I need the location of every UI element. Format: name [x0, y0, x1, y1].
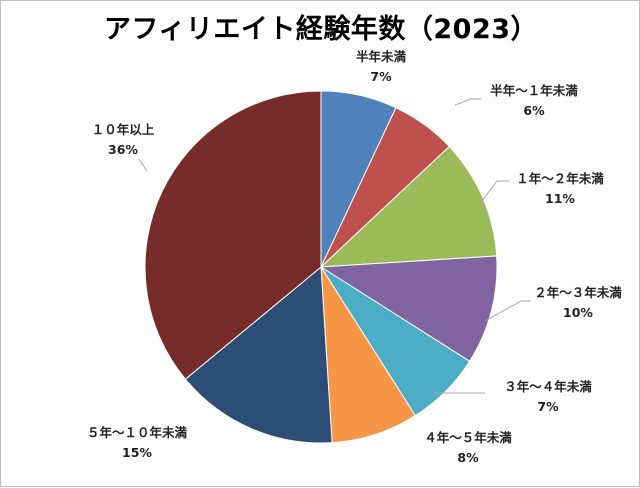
pie-slice-5: [320, 266, 417, 444]
slice-label-4-name: ３年～４年未満: [504, 379, 592, 394]
slice-label-4: ３年～４年未満 7%: [485, 377, 611, 417]
slice-label-4-value: 7%: [537, 399, 559, 414]
pie-slice-7: [144, 90, 322, 380]
slice-label-0-value: 7%: [370, 69, 392, 84]
slice-label-3: ２年～３年未満 10%: [517, 283, 639, 323]
leader-line-2: [484, 300, 531, 322]
pie-slice-6: [184, 265, 333, 444]
slice-label-2: １年～２年未満 11%: [497, 169, 623, 209]
slice-label-1-value: 6%: [523, 103, 545, 118]
leader-line-4: [138, 158, 148, 172]
slice-label-6-name: ５年～１０年未満: [86, 425, 187, 440]
slice-label-7-name: １０年以上: [91, 122, 155, 137]
slice-label-7: １０年以上 36%: [73, 120, 173, 160]
slice-label-0: 半年未満 7%: [353, 47, 409, 87]
slice-label-1: 半年～１年未満 6%: [475, 81, 593, 121]
slice-label-3-name: ２年～３年未満: [534, 285, 622, 300]
leader-line-1: [478, 180, 509, 206]
slice-label-0-name: 半年未満: [355, 49, 406, 64]
slice-label-1-name: 半年～１年未満: [490, 83, 578, 98]
chart-title: アフィリエイト経験年数（2023）: [103, 14, 539, 45]
slice-label-5-value: 8%: [457, 450, 479, 465]
pie-slice-3: [319, 255, 498, 363]
slice-label-5-name: ４年～５年未満: [424, 430, 512, 445]
slice-label-2-name: １年～２年未満: [516, 171, 604, 186]
slice-label-6: ５年～１０年未満 15%: [69, 423, 205, 463]
slice-label-6-value: 15%: [122, 445, 152, 460]
leader-line-0: [454, 98, 481, 106]
slice-label-7-value: 36%: [108, 142, 138, 157]
slice-label-5: ４年～５年未満 8%: [406, 428, 530, 468]
slice-label-2-value: 11%: [545, 191, 575, 206]
slice-label-3-value: 10%: [563, 305, 593, 320]
pie-slice-2: [319, 145, 498, 268]
